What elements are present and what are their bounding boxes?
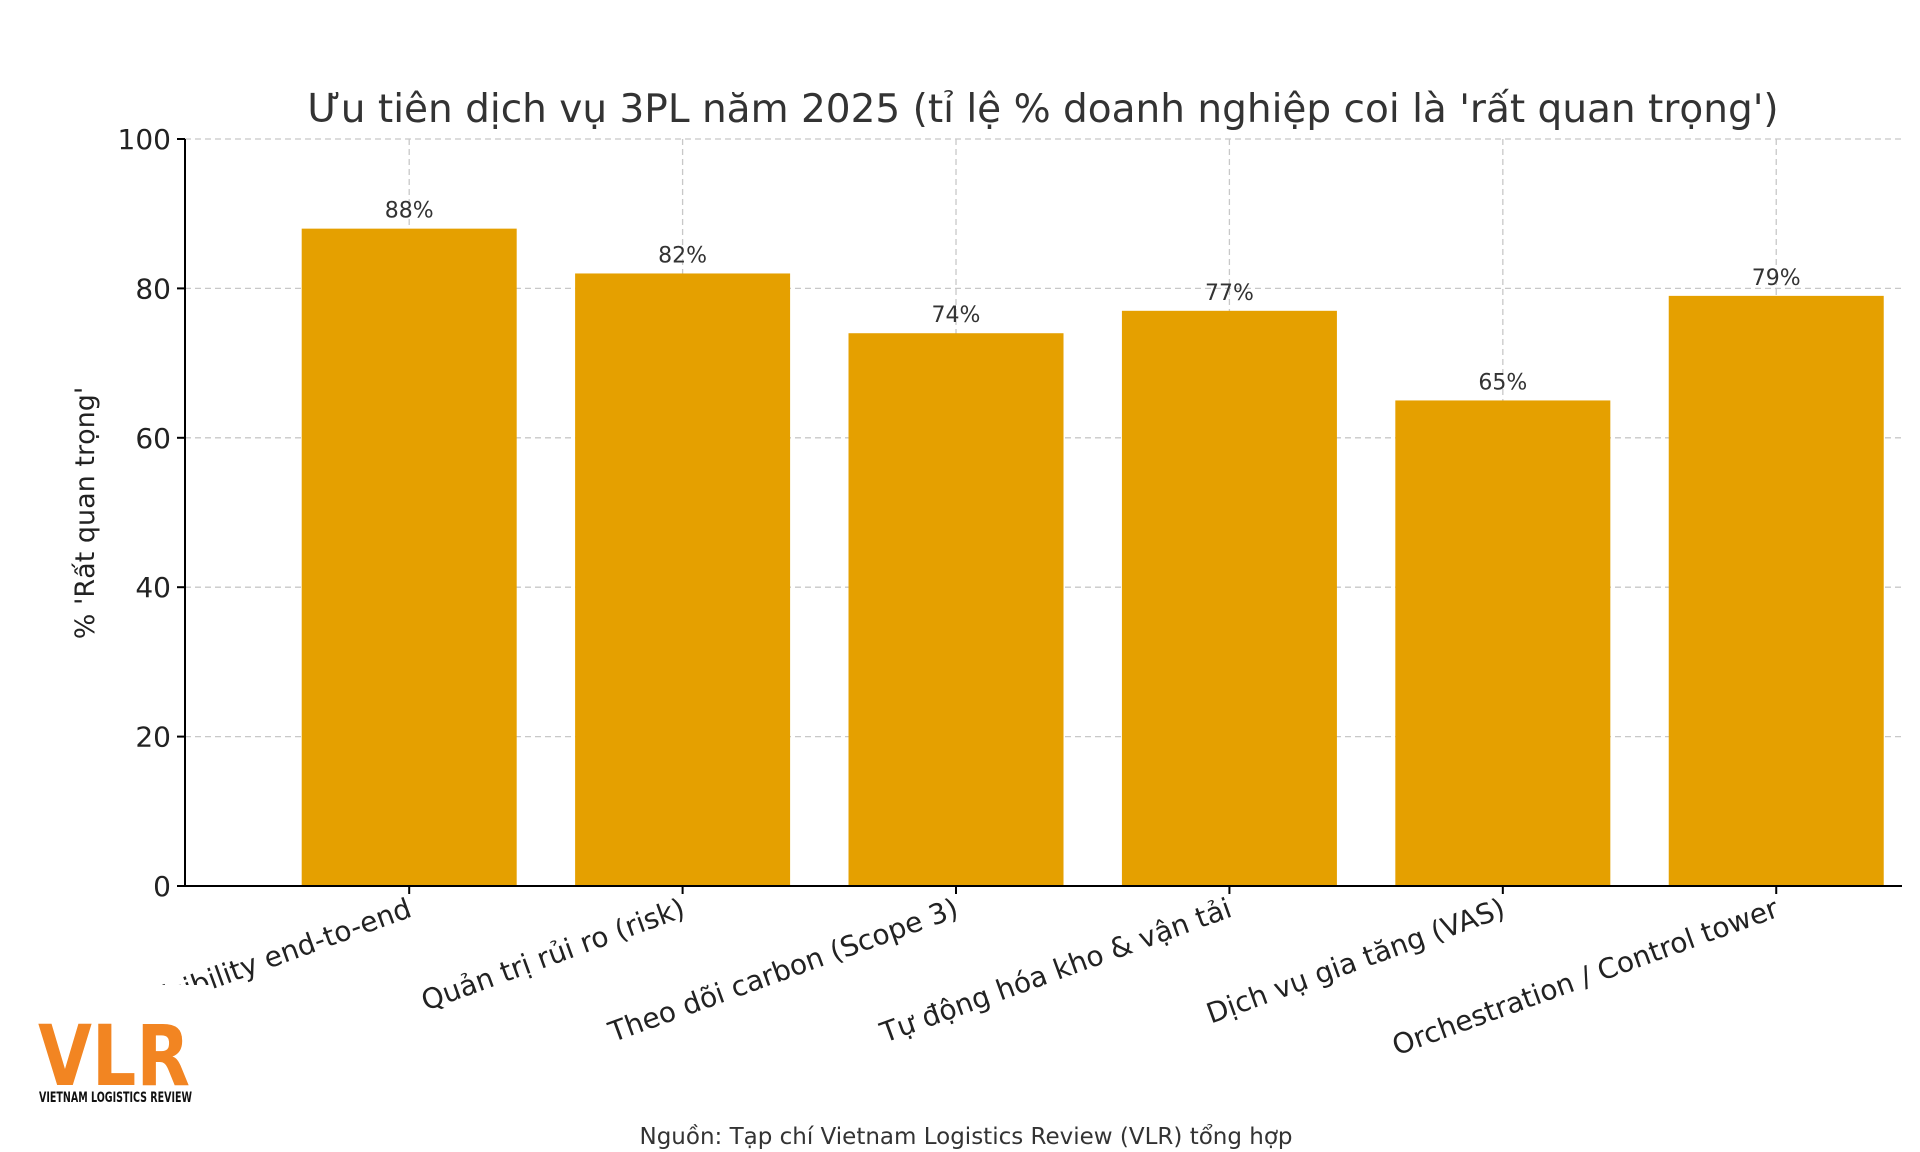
bars: 88% 82% 74% 77% 65% 79% (301, 199, 1884, 887)
y-tick-label: 100 (118, 123, 171, 156)
data-label: 74% (932, 303, 981, 328)
y-tick-label: 20 (135, 721, 171, 754)
data-label: 88% (385, 199, 434, 224)
y-tick-label: 0 (153, 870, 171, 903)
y-axis-ticks: 0 20 40 60 80 100 (118, 123, 185, 903)
bar (1395, 400, 1611, 886)
bar (1668, 295, 1884, 886)
y-axis-label: % 'Rất quan trọng' (70, 387, 101, 640)
bar (848, 333, 1064, 887)
bar (301, 228, 517, 886)
y-tick-label: 80 (135, 272, 171, 305)
data-label: 82% (658, 243, 707, 268)
data-label: 65% (1478, 370, 1527, 395)
source-note: Nguồn: Tạp chí Vietnam Logistics Review … (639, 1124, 1292, 1150)
vlr-logo: VLR VIETNAM LOGISTICS REVIEW (30, 985, 210, 1110)
data-label: 79% (1752, 266, 1801, 291)
x-tick-label: Quản trị rủi ro (risk) (417, 892, 689, 1018)
bar (575, 273, 791, 887)
logo-subtitle: VIETNAM LOGISTICS REVIEW (39, 1090, 192, 1106)
logo-mark: VLR (38, 1007, 190, 1105)
data-label: 77% (1205, 281, 1254, 306)
bar (1121, 310, 1337, 886)
chart-title: Ưu tiên dịch vụ 3PL năm 2025 (tỉ lệ % do… (307, 87, 1778, 132)
y-tick-label: 40 (135, 571, 171, 604)
y-tick-label: 60 (135, 422, 171, 455)
x-axis-ticks: Visibility end-to-end Quản trị rủi ro (ri… (141, 886, 1783, 1062)
